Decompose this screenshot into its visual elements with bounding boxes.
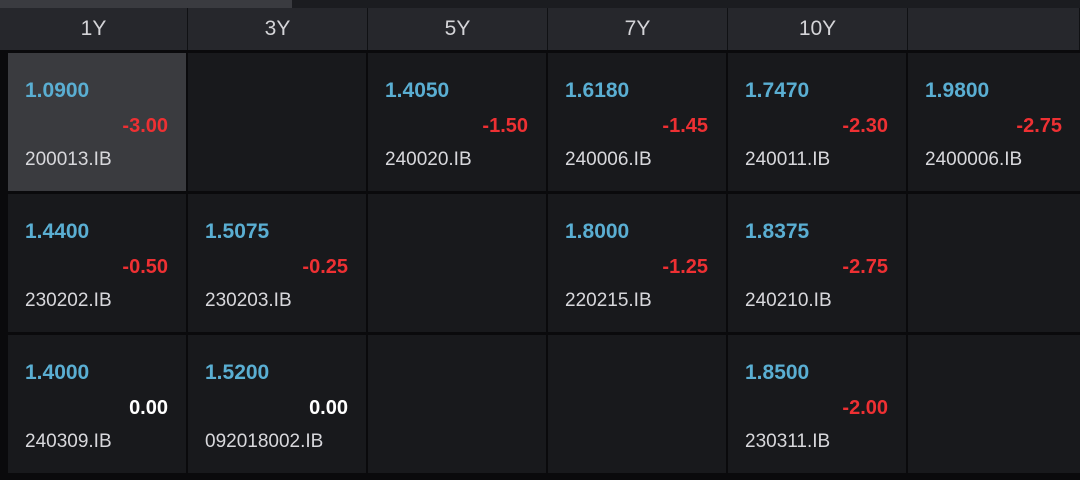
tenor-header-5y[interactable]: 5Y xyxy=(368,8,548,50)
tenor-header-10y[interactable]: 10Y xyxy=(728,8,908,50)
quote-cell[interactable]: 1.5075 -0.25 230203.IB xyxy=(188,194,366,332)
tenor-header-3y[interactable]: 3Y xyxy=(188,8,368,50)
quote-cell[interactable]: 1.8375 -2.75 240210.IB xyxy=(728,194,906,332)
bond-code: 230203.IB xyxy=(205,290,292,311)
quote-price: 1.7470 xyxy=(745,79,810,102)
bond-code: 2400006.IB xyxy=(925,149,1023,170)
quote-price: 1.8500 xyxy=(745,361,810,384)
quote-change: -2.00 xyxy=(842,397,888,419)
quote-price: 1.8375 xyxy=(745,220,810,243)
quote-price: 1.4000 xyxy=(25,361,90,384)
quote-cell[interactable]: 1.4400 -0.50 230202.IB xyxy=(8,194,186,332)
empty-quote-cell[interactable] xyxy=(908,194,1080,332)
empty-quote-cell[interactable] xyxy=(368,335,546,473)
empty-quote-cell[interactable] xyxy=(188,53,366,191)
top-bar xyxy=(0,0,1080,8)
top-bar-accent xyxy=(0,0,292,8)
quote-change: -1.45 xyxy=(662,115,708,137)
quote-change: -2.30 xyxy=(842,115,888,137)
quote-cell[interactable]: 1.6180 -1.45 240006.IB xyxy=(548,53,726,191)
quote-cell[interactable]: 1.9800 -2.75 2400006.IB xyxy=(908,53,1080,191)
quote-cell[interactable]: 1.4050 -1.50 240020.IB xyxy=(368,53,546,191)
quote-grid: 1.0900 -3.00 200013.IB 1.4050 -1.50 240020.IB… xyxy=(0,50,1080,480)
quote-change: 0.00 xyxy=(129,397,168,419)
quote-price: 1.9800 xyxy=(925,79,990,102)
quote-change: -2.75 xyxy=(1016,115,1062,137)
bond-code: 240011.IB xyxy=(745,149,831,170)
bond-code: 230202.IB xyxy=(25,290,112,311)
quote-change: 0.00 xyxy=(309,397,348,419)
tenor-header-blank[interactable] xyxy=(908,8,1080,50)
quote-price: 1.4400 xyxy=(25,220,90,243)
bond-code: 200013.IB xyxy=(25,149,112,170)
quote-change: -1.25 xyxy=(662,256,708,278)
quote-change: -2.75 xyxy=(842,256,888,278)
quote-cell[interactable]: 1.0900 -3.00 200013.IB xyxy=(8,53,186,191)
empty-quote-cell[interactable] xyxy=(548,335,726,473)
bond-code: 240210.IB xyxy=(745,290,832,311)
tenor-header-7y[interactable]: 7Y xyxy=(548,8,728,50)
bond-code: 220215.IB xyxy=(565,290,652,311)
quote-change: -3.00 xyxy=(122,115,168,137)
quote-price: 1.5200 xyxy=(205,361,270,384)
quote-change: -0.25 xyxy=(302,256,348,278)
tenor-header-row: 1Y 3Y 5Y 7Y 10Y xyxy=(0,8,1080,50)
bond-code: 240006.IB xyxy=(565,149,652,170)
quote-price: 1.5075 xyxy=(205,220,270,243)
quote-price: 1.0900 xyxy=(25,79,90,102)
bond-code: 230311.IB xyxy=(745,431,831,452)
quote-cell[interactable]: 1.8000 -1.25 220215.IB xyxy=(548,194,726,332)
bond-code: 240309.IB xyxy=(25,431,112,452)
bond-code: 092018002.IB xyxy=(205,431,324,452)
quote-change: -0.50 xyxy=(122,256,168,278)
bond-code: 240020.IB xyxy=(385,149,472,170)
empty-quote-cell[interactable] xyxy=(368,194,546,332)
quote-price: 1.6180 xyxy=(565,79,630,102)
quote-cell[interactable]: 1.5200 0.00 092018002.IB xyxy=(188,335,366,473)
quote-cell[interactable]: 1.4000 0.00 240309.IB xyxy=(8,335,186,473)
quote-price: 1.4050 xyxy=(385,79,450,102)
quote-change: -1.50 xyxy=(482,115,528,137)
empty-quote-cell[interactable] xyxy=(908,335,1080,473)
tenor-header-1y[interactable]: 1Y xyxy=(0,8,188,50)
quote-cell[interactable]: 1.8500 -2.00 230311.IB xyxy=(728,335,906,473)
quote-price: 1.8000 xyxy=(565,220,630,243)
quote-cell[interactable]: 1.7470 -2.30 240011.IB xyxy=(728,53,906,191)
